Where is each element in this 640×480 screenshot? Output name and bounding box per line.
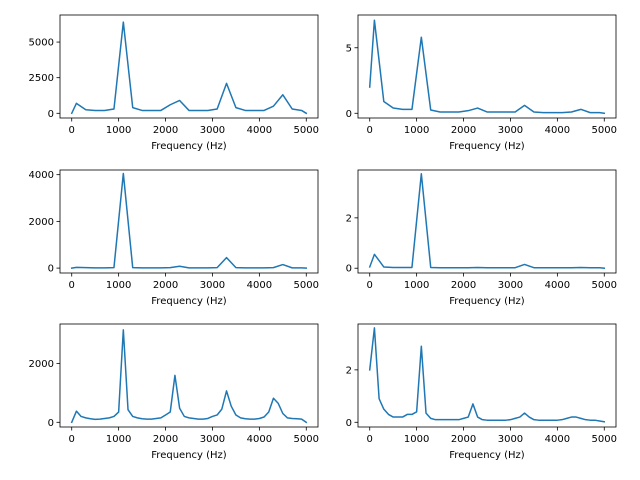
axes-frame (357, 169, 617, 274)
series-line-2-1 (368, 19, 606, 115)
y-tick-label: 2000 (29, 359, 54, 370)
y-tick-label: 0 (48, 264, 54, 275)
x-tick-label: 4000 (545, 434, 570, 445)
x-tick-label: 1000 (106, 434, 131, 445)
series-line-5-1 (70, 329, 308, 424)
x-tick-label: 3000 (200, 434, 225, 445)
x-tick-label: 5000 (592, 125, 617, 136)
x-axis-label: Frequency (Hz) (151, 296, 227, 307)
x-tick-label: 2000 (451, 280, 476, 291)
y-tick-label: 2000 (29, 217, 54, 228)
y-tick-label: 5 (346, 43, 352, 54)
axes-frame (59, 14, 319, 119)
subplot-2: 0 1000 2000 3000 4000 5000 0 5 Frequency (Hz) (346, 14, 617, 152)
x-tick-label: 0 (367, 280, 373, 291)
x-axis-label: Frequency (Hz) (151, 141, 227, 152)
x-axis-label: Frequency (Hz) (449, 296, 525, 307)
x-tick-label: 3000 (498, 280, 523, 291)
y-tick-label: 2 (346, 213, 352, 224)
x-axis-label: Frequency (Hz) (449, 141, 525, 152)
x-tick-label: 4000 (247, 280, 272, 291)
x-tick-label: 2000 (451, 434, 476, 445)
subplot-1: 0 1000 2000 3000 4000 5000 0 2500 5000 Frequency … (29, 14, 319, 152)
y-tick-label: 5000 (29, 38, 54, 49)
axes-frame (357, 323, 617, 428)
x-tick-label: 5000 (592, 434, 617, 445)
series-line-6-1 (368, 327, 606, 423)
series-line-4-1 (368, 173, 606, 270)
y-tick-label: 0 (346, 264, 352, 275)
x-axis-label: Frequency (Hz) (449, 450, 525, 461)
axes-frame (59, 323, 319, 428)
x-tick-label: 2000 (153, 280, 178, 291)
series-line-1-1 (70, 21, 308, 115)
x-tick-label: 4000 (545, 125, 570, 136)
x-tick-label: 1000 (106, 280, 131, 291)
x-tick-label: 2000 (153, 125, 178, 136)
x-tick-label: 3000 (200, 280, 225, 291)
x-tick-label: 5000 (294, 125, 319, 136)
x-tick-label: 1000 (404, 125, 429, 136)
axes-frame (357, 14, 617, 119)
subplot-6: 0 1000 2000 3000 4000 5000 0 2 Frequency (Hz) (346, 323, 617, 461)
y-tick-label: 0 (346, 418, 352, 429)
x-tick-label: 0 (367, 125, 373, 136)
y-tick-label: 0 (48, 109, 54, 120)
x-tick-label: 0 (69, 434, 75, 445)
subplot-4: 0 1000 2000 3000 4000 5000 0 2 Frequency (Hz) (346, 169, 617, 307)
y-tick-label: 0 (48, 418, 54, 429)
x-tick-label: 3000 (498, 434, 523, 445)
x-tick-label: 5000 (294, 434, 319, 445)
x-tick-label: 4000 (247, 125, 272, 136)
x-tick-label: 2000 (153, 434, 178, 445)
series-line-3-1 (70, 172, 308, 269)
subplot-5: 0 1000 2000 3000 4000 5000 0 2000 Frequency (Hz) (29, 323, 319, 461)
x-axis-label: Frequency (Hz) (151, 450, 227, 461)
subplot-3: 0 1000 2000 3000 4000 5000 0 2000 4000 Frequency … (29, 169, 319, 307)
x-tick-label: 5000 (592, 280, 617, 291)
x-tick-label: 4000 (247, 434, 272, 445)
x-tick-label: 4000 (545, 280, 570, 291)
x-tick-label: 1000 (404, 434, 429, 445)
y-tick-label: 0 (346, 109, 352, 120)
x-tick-label: 1000 (404, 280, 429, 291)
x-tick-label: 5000 (294, 280, 319, 291)
y-tick-label: 2 (346, 365, 352, 376)
x-tick-label: 2000 (451, 125, 476, 136)
y-tick-label: 2500 (29, 73, 54, 84)
x-tick-label: 0 (69, 125, 75, 136)
x-tick-label: 3000 (498, 125, 523, 136)
x-tick-label: 0 (367, 434, 373, 445)
y-tick-label: 4000 (29, 170, 54, 181)
x-tick-label: 3000 (200, 125, 225, 136)
x-tick-label: 1000 (106, 125, 131, 136)
x-tick-label: 0 (69, 280, 75, 291)
